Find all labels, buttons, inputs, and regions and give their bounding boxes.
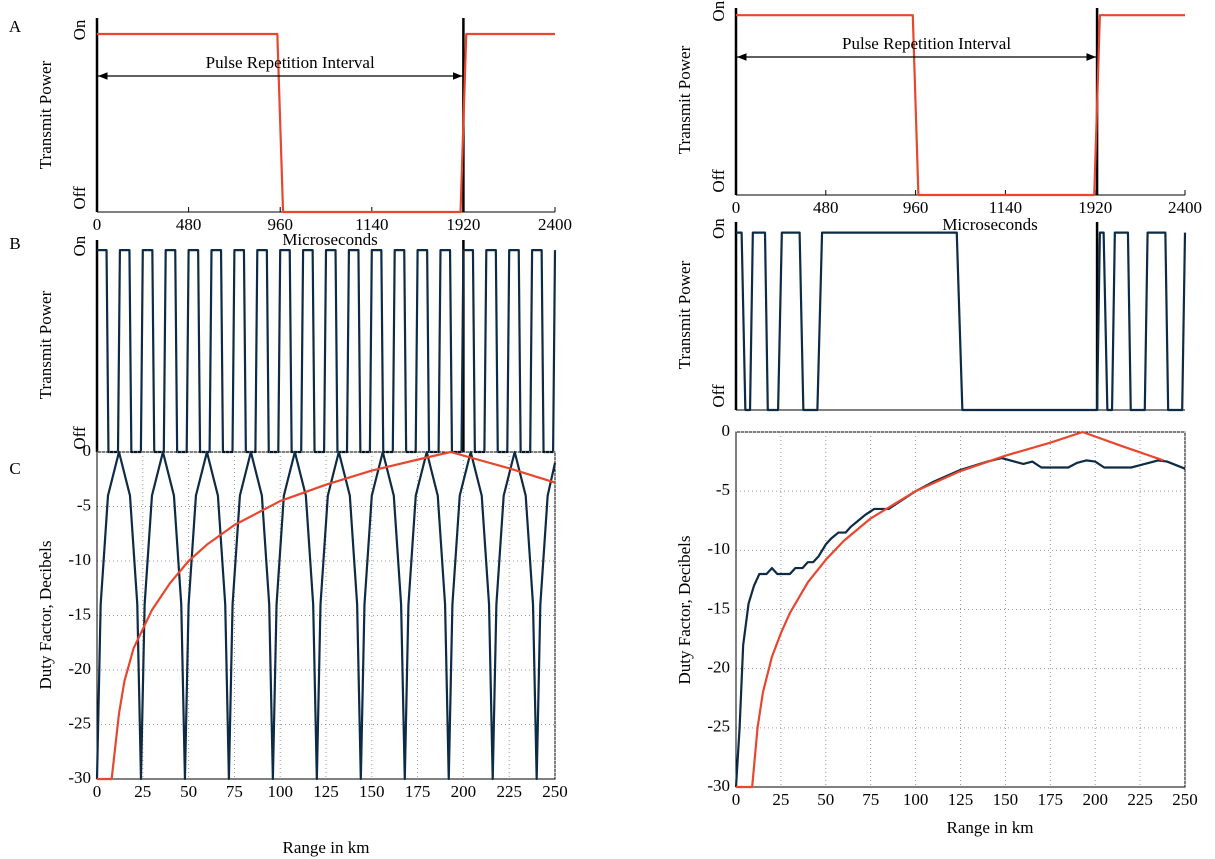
annotation-text: Pulse Repetition Interval: [842, 34, 1011, 53]
x-tick-label: 1920: [446, 215, 480, 234]
data-line: [734, 456, 1186, 788]
y-tick-label: -20: [68, 659, 91, 678]
y-tick-label: -25: [707, 717, 730, 736]
x-tick-label: 25: [134, 782, 151, 801]
panel-label: B: [9, 234, 20, 253]
data-line: [736, 14, 1185, 197]
y-tick-label: On: [709, 218, 728, 239]
data-line: [97, 249, 557, 454]
x-axis-label: Microseconds: [942, 215, 1037, 234]
y-tick-label: -25: [68, 713, 91, 732]
x-tick-label: 225: [496, 782, 522, 801]
y-tick-label: -5: [77, 495, 91, 514]
y-axis-label: Duty Factor, Decibels: [675, 536, 694, 685]
x-axis-label: Range in km: [283, 838, 370, 857]
x-tick-label: 1920: [1078, 198, 1112, 217]
data-line: [97, 450, 556, 781]
x-tick-label: 150: [993, 790, 1019, 809]
x-tick-label: 960: [903, 198, 929, 217]
x-tick-label: 0: [732, 198, 741, 217]
y-tick-label: On: [70, 19, 89, 40]
x-tick-label: 960: [267, 215, 293, 234]
y-tick-label: -5: [716, 480, 730, 499]
y-tick-label: On: [70, 235, 89, 256]
y-tick-label: -10: [68, 550, 91, 569]
x-tick-label: 125: [313, 782, 339, 801]
y-tick-label: -30: [68, 768, 91, 787]
x-axis-label: Microseconds: [282, 230, 377, 249]
y-axis-label: Transmit Power: [675, 260, 694, 369]
y-tick-label: On: [709, 0, 728, 21]
x-tick-label: 0: [93, 215, 102, 234]
y-tick-label: -30: [707, 776, 730, 795]
y-tick-label: 0: [83, 441, 92, 460]
x-tick-label: 150: [359, 782, 385, 801]
y-axis-label: Transmit Power: [36, 60, 55, 169]
y-tick-label: Off: [709, 169, 728, 193]
x-tick-label: 0: [732, 790, 741, 809]
x-tick-label: 1140: [989, 198, 1022, 217]
y-tick-label: Off: [70, 426, 89, 450]
x-tick-label: 250: [542, 782, 568, 801]
data-line: [97, 32, 555, 214]
x-tick-label: 100: [903, 790, 929, 809]
data-line: [736, 231, 1187, 412]
y-axis-label: Transmit Power: [675, 45, 694, 154]
x-tick-label: 200: [1082, 790, 1108, 809]
y-tick-label: 0: [722, 421, 731, 440]
x-tick-label: 25: [772, 790, 789, 809]
panel-label: A: [9, 17, 22, 36]
x-tick-label: 75: [862, 790, 879, 809]
y-tick-label: -15: [68, 604, 91, 623]
x-tick-label: 125: [948, 790, 974, 809]
x-tick-label: 175: [1038, 790, 1064, 809]
x-tick-label: 200: [451, 782, 477, 801]
x-tick-label: 0: [93, 782, 102, 801]
x-tick-label: 50: [180, 782, 197, 801]
x-tick-label: 480: [176, 215, 202, 234]
y-tick-label: -20: [707, 658, 730, 677]
y-tick-label: Off: [70, 186, 89, 210]
y-axis-label: Duty Factor, Decibels: [36, 541, 55, 690]
x-axis-label: Range in km: [947, 818, 1034, 837]
y-axis-label: Transmit Power: [36, 290, 55, 399]
y-tick-label: -10: [707, 539, 730, 558]
x-tick-label: 75: [226, 782, 243, 801]
panel-label: C: [9, 459, 20, 478]
x-tick-label: 250: [1172, 790, 1198, 809]
x-tick-label: 225: [1127, 790, 1153, 809]
x-tick-label: 2400: [1168, 198, 1202, 217]
y-tick-label: -15: [707, 598, 730, 617]
data-line: [95, 450, 557, 781]
x-tick-label: 50: [817, 790, 834, 809]
x-tick-label: 480: [813, 198, 839, 217]
x-tick-label: 2400: [538, 215, 572, 234]
y-tick-label: Off: [709, 384, 728, 408]
annotation-text: Pulse Repetition Interval: [206, 53, 375, 72]
x-tick-label: 1140: [355, 215, 388, 234]
x-tick-label: 175: [405, 782, 431, 801]
data-line: [736, 430, 1164, 789]
x-tick-label: 100: [267, 782, 293, 801]
